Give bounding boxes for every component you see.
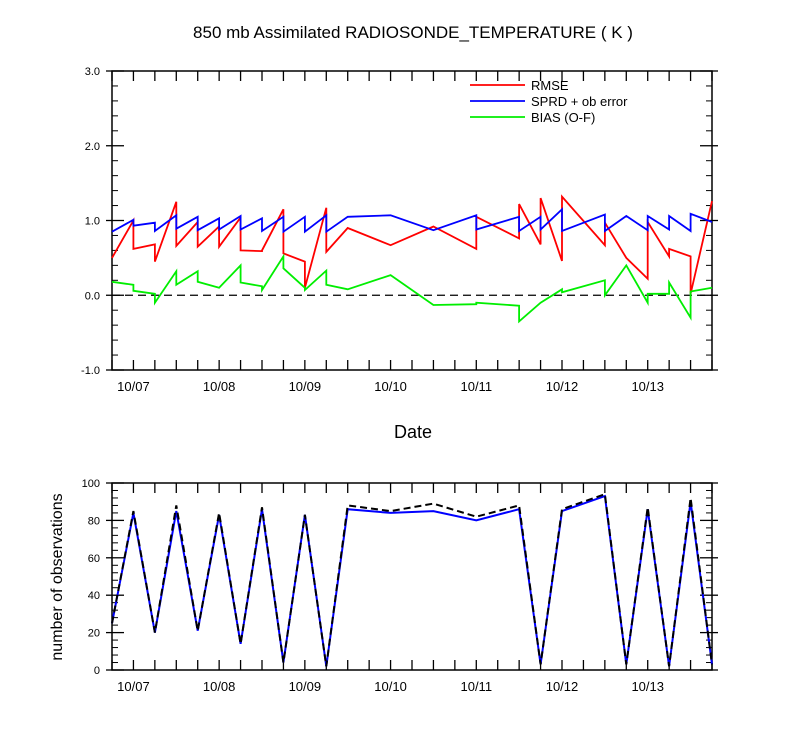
- y-tick-label: 80: [88, 515, 100, 527]
- x-tick-label: 10/10: [374, 379, 407, 394]
- y-tick-label: 60: [88, 553, 100, 565]
- y-tick-label: -1.0: [81, 365, 100, 377]
- y-tick-label: 2.0: [85, 141, 100, 153]
- x-tick-label: 10/09: [289, 679, 322, 694]
- x-tick-label: 10/08: [203, 679, 236, 694]
- x-axis-label: Date: [394, 422, 432, 442]
- x-tick-label: 10/12: [546, 679, 579, 694]
- x-tick-label: 10/07: [117, 679, 150, 694]
- x-tick-label: 10/13: [631, 379, 664, 394]
- chart-title: 850 mb Assimilated RADIOSONDE_TEMPERATUR…: [193, 23, 633, 42]
- legend-label: BIAS (O-F): [531, 110, 595, 125]
- x-tick-label: 10/12: [546, 379, 579, 394]
- series-line-observations-possible: [111, 492, 713, 667]
- y-tick-label: 20: [88, 628, 100, 640]
- x-tick-label: 10/07: [117, 379, 150, 394]
- series-line-observations-used: [111, 494, 713, 667]
- x-tick-label: 10/08: [203, 379, 236, 394]
- x-tick-label: 10/11: [460, 379, 492, 394]
- x-tick-label: 10/13: [631, 679, 664, 694]
- y-tick-label: 40: [88, 590, 100, 602]
- series-line-rmse: [111, 194, 713, 295]
- plot-frame: [111, 70, 713, 371]
- series-line-sprd-ob-error: [111, 207, 713, 234]
- legend-label: RMSE: [531, 78, 569, 93]
- legend-label: SPRD + ob error: [531, 94, 628, 109]
- y-tick-label: 1.0: [85, 216, 100, 228]
- bottom-panel: 10/07 10/08 10/09 10/10 10/11 10/12 10/13 0 20 40…: [82, 478, 718, 694]
- x-tick-label: 10/09: [289, 379, 322, 394]
- y-axis-label: number of observations: [49, 493, 66, 660]
- y-tick-label: 0: [94, 665, 100, 677]
- y-tick-label: 0.0: [85, 290, 100, 302]
- series-line-bias-o-f: [111, 253, 713, 324]
- y-tick-label: 100: [82, 478, 100, 490]
- x-tick-label: 10/10: [374, 679, 407, 694]
- y-tick-label: 3.0: [85, 66, 100, 78]
- x-tick-label: 10/11: [460, 679, 492, 694]
